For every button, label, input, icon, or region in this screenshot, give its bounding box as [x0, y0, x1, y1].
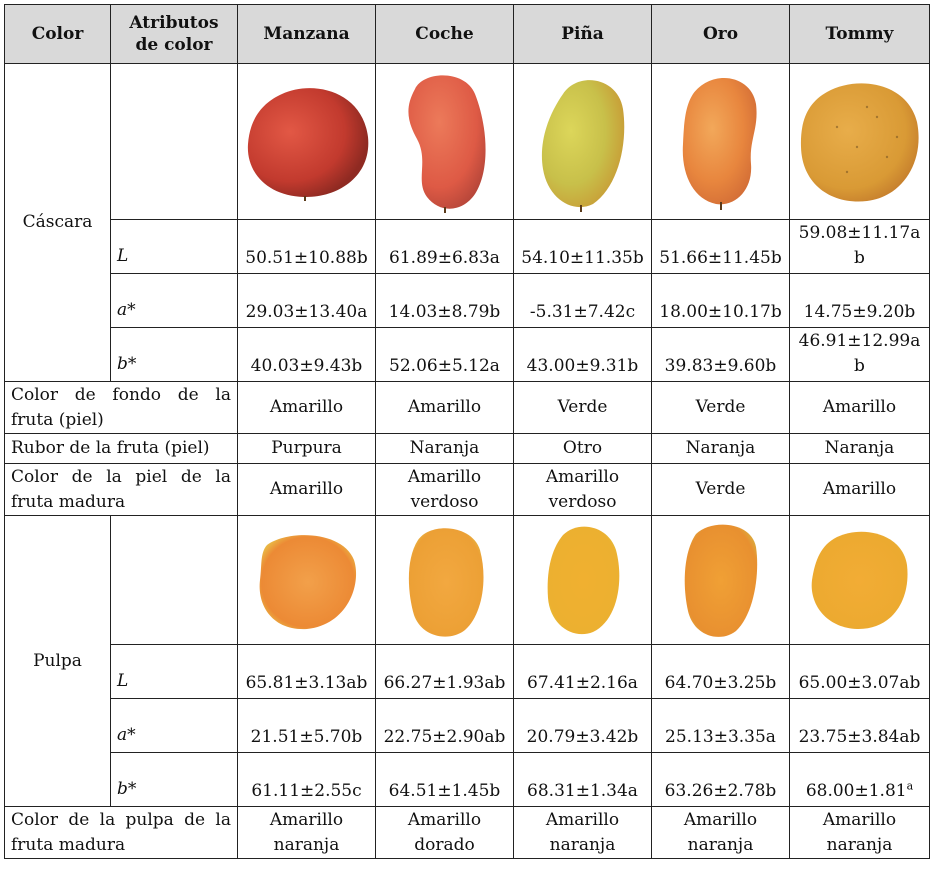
- value-cell: Verde: [513, 381, 652, 434]
- value-cell: Naranja: [789, 433, 930, 464]
- pulp-tommy-icon: [789, 515, 930, 645]
- group-label-skin: Cáscara: [4, 63, 111, 382]
- value-cell: 23.75±3.84ab: [789, 698, 930, 753]
- attribute-label: b*: [110, 327, 238, 382]
- pulp-row-l: L 65.81±3.13ab 66.27±1.93ab 67.41±2.16a …: [5, 644, 930, 699]
- value-cell: 61.89±6.83a: [375, 219, 514, 274]
- row-label: Color de fondo de la fruta (piel): [4, 381, 238, 434]
- header-row: Color Atributos de color Manzana Coche P…: [4, 4, 930, 64]
- value-cell: 63.26±2.78b: [651, 752, 790, 807]
- value-cell: Amarillo: [789, 463, 930, 516]
- header-variety: Coche: [375, 4, 514, 64]
- header-color: Color: [4, 4, 111, 64]
- value-cell: 25.13±3.35a: [651, 698, 790, 753]
- value-cell: Amarillo: [237, 463, 376, 516]
- empty-cell: [110, 515, 238, 645]
- value-cell: Amarillo verdoso: [513, 463, 652, 516]
- value-cell: Otro: [513, 433, 652, 464]
- pulp-manzana-icon: [237, 515, 376, 645]
- header-attributes: Atributos de color: [110, 4, 238, 64]
- header-variety: Manzana: [237, 4, 376, 64]
- pulp-row-b: b* 61.11±2.55c 64.51±1.45b 68.31±1.34a 6…: [5, 752, 930, 807]
- value-cell: 59.08±11.17ab: [789, 219, 930, 274]
- value-cell: 21.51±5.70b: [237, 698, 376, 753]
- value-cell: Verde: [651, 381, 790, 434]
- pulp-row-ripe: Color de la pulpa de la fruta madura Ama…: [4, 806, 930, 859]
- value-cell: 14.75±9.20b: [789, 273, 930, 328]
- row-label: Color de la piel de la fruta madura: [4, 463, 238, 516]
- value-cell: 54.10±11.35b: [513, 219, 652, 274]
- row-label: Color de la pulpa de la fruta madura: [4, 806, 238, 859]
- mango-color-table: Color Atributos de color Manzana Coche P…: [4, 4, 930, 859]
- value-cell: 40.03±9.43b: [237, 327, 376, 382]
- value-cell: Purpura: [237, 433, 376, 464]
- row-label: Rubor de la fruta (piel): [4, 433, 238, 464]
- empty-cell: [110, 63, 238, 220]
- value-cell: 65.00±3.07ab: [789, 644, 930, 699]
- mango-tommy-icon: [789, 63, 930, 220]
- value-cell: 52.06±5.12a: [375, 327, 514, 382]
- pulp-coche-icon: [375, 515, 514, 645]
- value-cell: 50.51±10.88b: [237, 219, 376, 274]
- value-cell: Amarillo: [375, 381, 514, 434]
- attribute-label: b*: [110, 752, 238, 807]
- fruit-row-blush: Rubor de la fruta (piel) Purpura Naranja…: [4, 433, 930, 464]
- value-cell: Amarillo: [237, 381, 376, 434]
- value-cell: 14.03±8.79b: [375, 273, 514, 328]
- value-cell: 51.66±11.45b: [651, 219, 790, 274]
- value-cell: 68.31±1.34a: [513, 752, 652, 807]
- value-cell: 18.00±10.17b: [651, 273, 790, 328]
- value-cell: Amarillo: [789, 381, 930, 434]
- attribute-label: L: [110, 219, 238, 274]
- pulp-image-row: Pulpa: [4, 515, 930, 807]
- mango-oro-icon: [651, 63, 790, 220]
- attribute-label: a*: [110, 698, 238, 753]
- value-cell: 22.75±2.90ab: [375, 698, 514, 753]
- pulp-oro-icon: [651, 515, 790, 645]
- value-cell: Amarillo naranja: [237, 806, 376, 859]
- value-cell: 43.00±9.31b: [513, 327, 652, 382]
- value-cell: Amarillo naranja: [789, 806, 930, 859]
- value-cell: 66.27±1.93ab: [375, 644, 514, 699]
- mango-pina-icon: [513, 63, 652, 220]
- value-cell: 20.79±3.42b: [513, 698, 652, 753]
- value-cell: Verde: [651, 463, 790, 516]
- value-cell: 68.00±1.81a: [789, 752, 930, 807]
- value-text: 68.00±1.81: [805, 781, 907, 801]
- value-cell: Naranja: [375, 433, 514, 464]
- header-variety: Oro: [651, 4, 790, 64]
- fruit-row-ripe-skin: Color de la piel de la fruta madura Amar…: [4, 463, 930, 516]
- value-cell: 67.41±2.16a: [513, 644, 652, 699]
- skin-image-row: Cáscara: [4, 63, 930, 382]
- value-cell: Amarillo verdoso: [375, 463, 514, 516]
- attribute-label: a*: [110, 273, 238, 328]
- value-cell: 64.70±3.25b: [651, 644, 790, 699]
- skin-row-a: a* 29.03±13.40a 14.03±8.79b -5.31±7.42c …: [5, 273, 930, 328]
- value-cell: Amarillo naranja: [651, 806, 790, 859]
- value-cell: 29.03±13.40a: [237, 273, 376, 328]
- value-cell: 39.83±9.60b: [651, 327, 790, 382]
- mango-coche-icon: [375, 63, 514, 220]
- skin-row-b: b* 40.03±9.43b 52.06±5.12a 43.00±9.31b 3…: [5, 327, 930, 382]
- value-cell: 61.11±2.55c: [237, 752, 376, 807]
- value-cell: Amarillo naranja: [513, 806, 652, 859]
- value-cell: Naranja: [651, 433, 790, 464]
- skin-row-l: L 50.51±10.88b 61.89±6.83a 54.10±11.35b …: [5, 219, 930, 274]
- mango-manzana-icon: [237, 63, 376, 220]
- attribute-label: L: [110, 644, 238, 699]
- pulp-row-a: a* 21.51±5.70b 22.75±2.90ab 20.79±3.42b …: [5, 698, 930, 753]
- value-cell: 64.51±1.45b: [375, 752, 514, 807]
- group-label-pulp: Pulpa: [4, 515, 111, 807]
- pulp-pina-icon: [513, 515, 652, 645]
- value-cell: 65.81±3.13ab: [237, 644, 376, 699]
- header-variety: Tommy: [789, 4, 930, 64]
- fruit-row-background: Color de fondo de la fruta (piel) Amaril…: [4, 381, 930, 434]
- header-variety: Piña: [513, 4, 652, 64]
- value-cell: -5.31±7.42c: [513, 273, 652, 328]
- value-cell: 46.91±12.99ab: [789, 327, 930, 382]
- value-cell: Amarillo dorado: [375, 806, 514, 859]
- superscript: a: [906, 779, 914, 793]
